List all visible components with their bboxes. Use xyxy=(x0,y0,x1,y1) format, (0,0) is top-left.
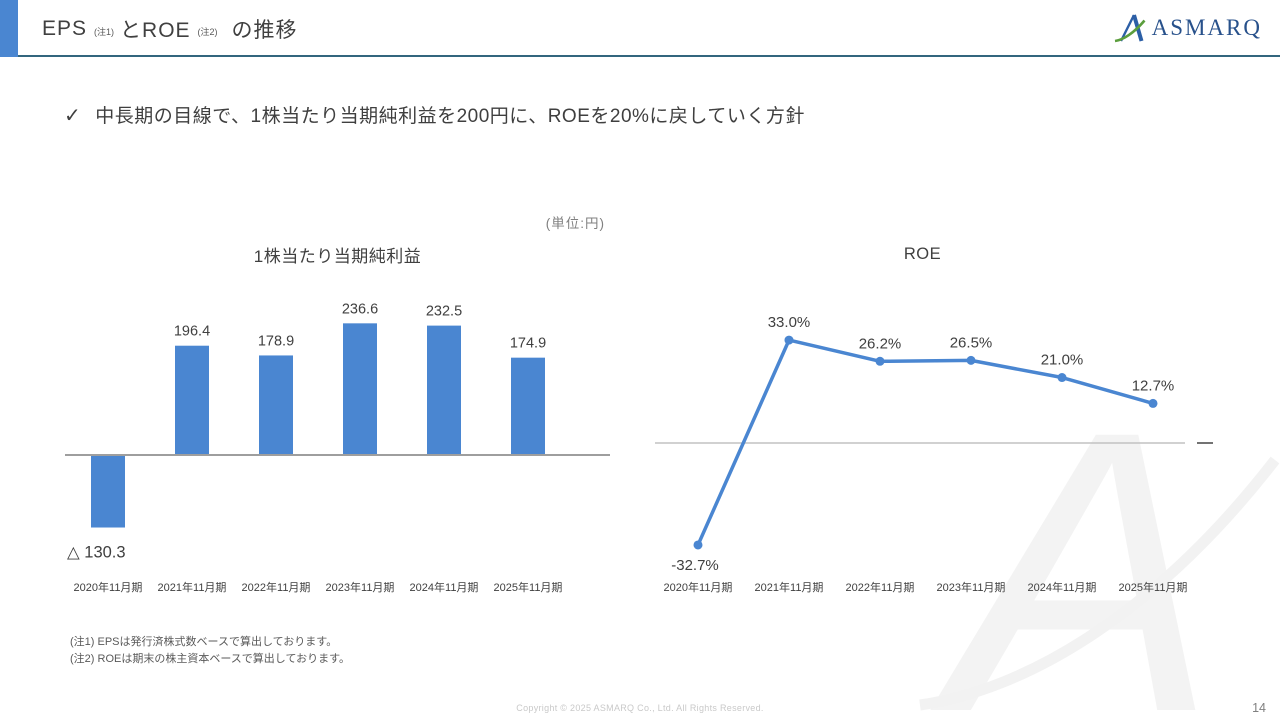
eps-bar xyxy=(511,357,545,455)
watermark-logo-icon: A xyxy=(919,375,1280,720)
footnote-1: (注1) EPSは発行済株式数ベースで算出しております。 xyxy=(70,636,338,648)
roe-x-label: 2025年11月期 xyxy=(1119,580,1188,594)
roe-x-label: 2024年11月期 xyxy=(1028,580,1097,594)
svg-text:A: A xyxy=(925,375,1217,720)
page-number: 14 xyxy=(1252,701,1266,715)
title-roe: とROE xyxy=(120,18,191,42)
copyright-text: Copyright © 2025 ASMARQ Co., Ltd. All Ri… xyxy=(516,703,764,713)
eps-value-label: 196.4 xyxy=(174,324,210,340)
header: EPS (注1) とROE (注2) の推移 ASMARQ xyxy=(0,0,1280,57)
eps-x-label: 2023年11月期 xyxy=(326,580,395,594)
roe-chart-title: ROE xyxy=(903,245,942,263)
eps-bar xyxy=(259,355,293,455)
asmarq-logo-icon xyxy=(1114,13,1146,42)
roe-x-label: 2021年11月期 xyxy=(755,580,824,594)
roe-value-label: 26.2% xyxy=(859,335,902,352)
roe-marker xyxy=(875,356,885,366)
page-title: EPS (注1) とROE (注2) の推移 xyxy=(42,0,298,57)
title-note2: (注2) xyxy=(197,27,218,37)
roe-line-chart: -32.7% 33.0% 26.2% 26.5% 21.0% 12.7% 2020年11月期… xyxy=(655,314,1213,594)
key-message-text: 中長期の目線で、1株当たり当期純利益を200円に、ROEを20%に戻していく方針 xyxy=(95,106,805,127)
roe-value-label: 26.5% xyxy=(950,334,993,351)
footnote-2: (注2) ROEは期末の株主資本ベースで算出しております。 xyxy=(70,653,351,665)
title-suffix: の推移 xyxy=(231,18,298,42)
roe-line xyxy=(696,338,1155,547)
title-note1: (注1) xyxy=(94,27,115,37)
eps-value-label: 232.5 xyxy=(426,304,462,320)
eps-value-label: 178.9 xyxy=(258,333,294,349)
eps-negative-value-label: △ 130.3 xyxy=(67,544,126,562)
eps-x-label: 2022年11月期 xyxy=(242,580,311,594)
eps-bar-chart: △ 130.3 196.4 178.9 236.6 232.5 174.9 2020年11月… xyxy=(65,301,610,594)
eps-x-label: 2024年11月期 xyxy=(410,580,479,594)
eps-bar xyxy=(427,325,461,455)
title-eps: EPS xyxy=(42,16,88,40)
footnotes: (注1) EPSは発行済株式数ベースで算出しております。 (注2) ROEは期末… xyxy=(70,634,350,668)
eps-x-label: 2025年11月期 xyxy=(494,580,563,594)
roe-value-label: 33.0% xyxy=(768,314,811,331)
roe-value-label: 12.7% xyxy=(1132,377,1175,394)
eps-x-label: 2021年11月期 xyxy=(158,580,227,594)
eps-bar xyxy=(343,323,377,455)
roe-x-label: 2020年11月期 xyxy=(664,580,733,594)
company-logo: ASMARQ xyxy=(1114,13,1262,43)
roe-marker xyxy=(1057,373,1067,383)
key-message: ✓ 中長期の目線で、1株当たり当期純利益を200円に、ROEを20%に戻していく… xyxy=(64,101,805,128)
unit-label: (単位:円) xyxy=(545,216,605,231)
roe-marker xyxy=(693,540,703,550)
roe-marker xyxy=(966,355,976,365)
eps-x-label: 2020年11月期 xyxy=(74,580,143,594)
eps-value-label: 236.6 xyxy=(342,301,378,317)
roe-marker xyxy=(1148,398,1158,408)
roe-value-label: 21.0% xyxy=(1041,352,1084,369)
logo-text: ASMARQ xyxy=(1151,14,1262,40)
accent-bar xyxy=(0,0,18,57)
eps-value-label: 174.9 xyxy=(510,336,546,352)
roe-marker xyxy=(784,335,794,345)
roe-value-label: -32.7% xyxy=(671,557,719,574)
eps-chart-title: 1株当たり当期純利益 xyxy=(253,247,422,266)
eps-bar xyxy=(91,455,125,528)
roe-x-label: 2022年11月期 xyxy=(846,580,915,594)
roe-x-label: 2023年11月期 xyxy=(937,580,1006,594)
checkmark-icon: ✓ xyxy=(64,105,82,127)
eps-bar xyxy=(175,345,209,455)
